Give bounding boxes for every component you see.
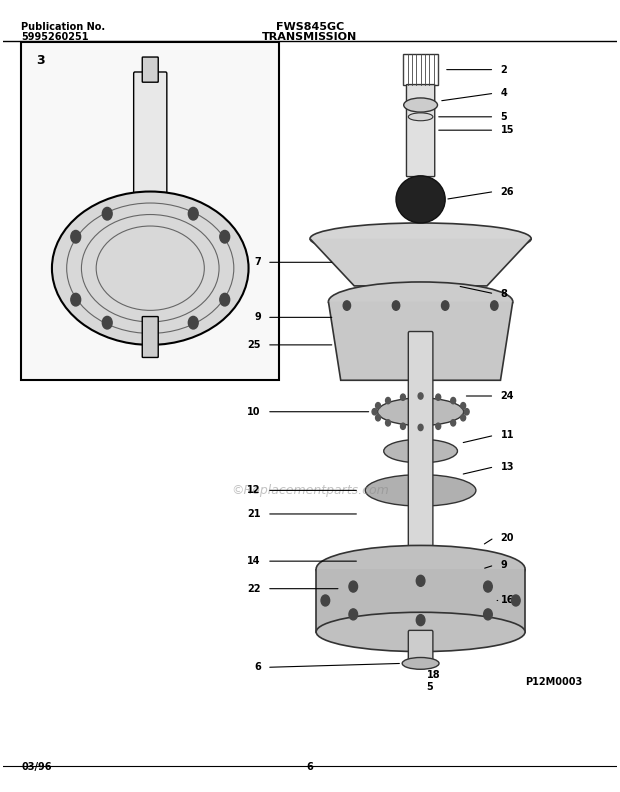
FancyBboxPatch shape [407, 85, 435, 177]
Text: 26: 26 [500, 187, 514, 196]
Text: 24: 24 [500, 391, 514, 401]
Text: 7: 7 [254, 257, 261, 268]
FancyBboxPatch shape [409, 630, 433, 665]
Text: 20: 20 [500, 532, 514, 543]
Ellipse shape [402, 657, 439, 669]
Circle shape [401, 394, 405, 400]
Circle shape [436, 423, 441, 429]
Circle shape [188, 316, 198, 329]
FancyBboxPatch shape [134, 72, 167, 213]
Text: Publication No.: Publication No. [21, 22, 105, 32]
Text: 4: 4 [500, 88, 507, 98]
Bar [21, 42, 279, 380]
Circle shape [71, 230, 81, 243]
Polygon shape [329, 302, 513, 380]
Circle shape [484, 581, 492, 592]
Text: 14: 14 [247, 556, 261, 566]
Text: ©Replacementparts.com: ©Replacementparts.com [231, 484, 389, 497]
Text: 9: 9 [254, 312, 261, 322]
Circle shape [490, 301, 498, 310]
Ellipse shape [365, 474, 476, 506]
Circle shape [343, 301, 350, 310]
Ellipse shape [384, 440, 458, 463]
Text: FWS845GC: FWS845GC [276, 22, 344, 32]
Text: 6: 6 [254, 662, 261, 672]
Circle shape [376, 402, 381, 409]
Ellipse shape [329, 282, 513, 322]
Circle shape [416, 615, 425, 626]
Polygon shape [316, 569, 525, 632]
Text: 5: 5 [427, 682, 433, 692]
Text: 13: 13 [500, 462, 514, 472]
Circle shape [461, 402, 466, 409]
Circle shape [386, 420, 391, 426]
Circle shape [71, 293, 81, 306]
Circle shape [512, 595, 520, 606]
Circle shape [321, 595, 330, 606]
Text: 11: 11 [500, 430, 514, 440]
Text: TRANSMISSION: TRANSMISSION [262, 32, 358, 42]
Ellipse shape [404, 98, 438, 112]
Text: 8: 8 [500, 289, 507, 299]
Text: 12: 12 [247, 485, 261, 495]
Circle shape [461, 414, 466, 421]
Circle shape [386, 398, 391, 404]
Circle shape [220, 230, 229, 243]
Text: 5995260251: 5995260251 [21, 32, 89, 42]
Circle shape [451, 398, 456, 404]
Ellipse shape [316, 612, 525, 652]
Circle shape [102, 208, 112, 220]
Text: 15: 15 [500, 125, 514, 135]
Circle shape [484, 609, 492, 620]
Circle shape [436, 394, 441, 400]
Circle shape [349, 581, 358, 592]
Text: 16: 16 [500, 596, 514, 605]
Text: 22: 22 [247, 584, 261, 594]
Ellipse shape [396, 176, 445, 223]
Text: 6: 6 [307, 762, 313, 772]
Ellipse shape [316, 546, 525, 592]
Ellipse shape [52, 192, 249, 345]
Circle shape [441, 301, 449, 310]
Circle shape [392, 301, 400, 310]
Circle shape [349, 609, 358, 620]
Ellipse shape [310, 223, 531, 254]
Circle shape [416, 575, 425, 586]
Ellipse shape [409, 113, 433, 120]
Text: 21: 21 [247, 509, 261, 519]
Circle shape [220, 293, 229, 306]
Circle shape [418, 425, 423, 431]
Circle shape [372, 409, 377, 415]
FancyBboxPatch shape [409, 332, 433, 634]
Polygon shape [310, 238, 531, 286]
Text: 03/96: 03/96 [21, 762, 51, 772]
Text: P12M0003: P12M0003 [525, 677, 582, 687]
Text: 18: 18 [427, 670, 440, 680]
FancyBboxPatch shape [142, 317, 158, 357]
Text: 25: 25 [247, 340, 261, 350]
Text: 5: 5 [500, 112, 507, 122]
Circle shape [418, 393, 423, 399]
Text: 3: 3 [37, 54, 45, 67]
Circle shape [188, 208, 198, 220]
Text: 9: 9 [500, 560, 507, 570]
Circle shape [102, 316, 112, 329]
FancyBboxPatch shape [142, 57, 158, 82]
Text: 10: 10 [247, 407, 261, 417]
Circle shape [376, 414, 381, 421]
Ellipse shape [378, 398, 464, 425]
Text: 2: 2 [500, 65, 507, 74]
Bar [404, 54, 438, 86]
Circle shape [451, 420, 456, 426]
Circle shape [401, 423, 405, 429]
Circle shape [464, 409, 469, 415]
